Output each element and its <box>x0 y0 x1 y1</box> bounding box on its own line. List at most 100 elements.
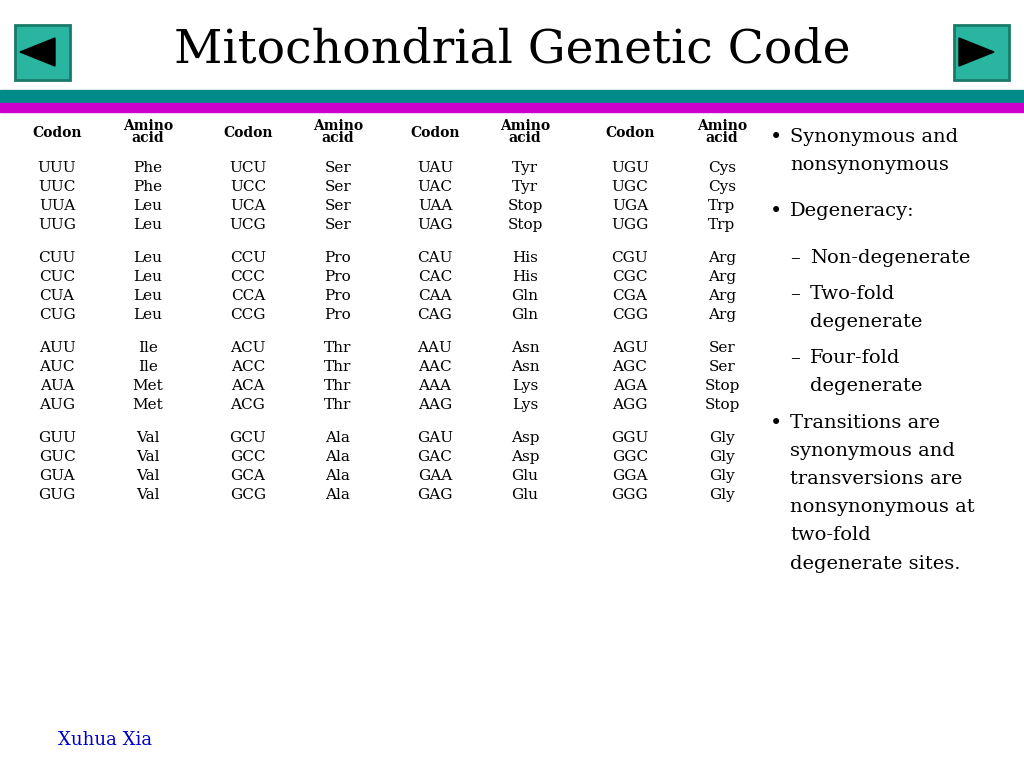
Text: GCA: GCA <box>230 469 265 483</box>
Text: Ser: Ser <box>325 218 351 232</box>
Text: Pro: Pro <box>325 308 351 322</box>
Text: UCA: UCA <box>230 199 266 213</box>
Text: UAU: UAU <box>417 161 454 175</box>
Text: Met: Met <box>133 398 164 412</box>
Text: Codon: Codon <box>411 126 460 140</box>
Text: GGG: GGG <box>611 488 648 502</box>
Text: AUG: AUG <box>39 398 75 412</box>
Text: acid: acid <box>706 131 738 145</box>
Text: Codon: Codon <box>223 126 272 140</box>
Text: CAU: CAU <box>417 251 453 265</box>
Text: Arg: Arg <box>708 289 736 303</box>
Text: Arg: Arg <box>708 251 736 265</box>
Text: Stop: Stop <box>507 218 543 232</box>
Text: acid: acid <box>132 131 164 145</box>
Text: CGC: CGC <box>612 270 648 284</box>
Text: Leu: Leu <box>133 289 163 303</box>
Text: degenerate: degenerate <box>810 377 923 396</box>
Text: GAU: GAU <box>417 431 453 445</box>
Text: Gln: Gln <box>512 289 539 303</box>
Text: ACG: ACG <box>230 398 265 412</box>
Text: GAA: GAA <box>418 469 453 483</box>
Text: GCG: GCG <box>230 488 266 502</box>
Polygon shape <box>959 38 994 66</box>
Text: Cys: Cys <box>708 180 736 194</box>
Text: AUC: AUC <box>39 360 75 374</box>
Text: degenerate sites.: degenerate sites. <box>790 554 961 572</box>
Text: AGG: AGG <box>612 398 648 412</box>
Text: Cys: Cys <box>708 161 736 175</box>
Text: Synonymous and: Synonymous and <box>790 128 958 146</box>
Text: GAC: GAC <box>418 450 453 464</box>
Text: GGC: GGC <box>612 450 648 464</box>
Text: ACC: ACC <box>230 360 265 374</box>
Text: –: – <box>790 349 800 367</box>
Text: GUC: GUC <box>39 450 76 464</box>
Text: Ile: Ile <box>138 360 158 374</box>
Text: Asn: Asn <box>511 360 540 374</box>
Text: CCC: CCC <box>230 270 265 284</box>
Text: Leu: Leu <box>133 251 163 265</box>
Text: GAG: GAG <box>417 488 453 502</box>
Text: UUC: UUC <box>38 180 76 194</box>
Bar <box>0 103 1024 112</box>
Text: CCG: CCG <box>230 308 266 322</box>
Text: CCU: CCU <box>230 251 266 265</box>
Text: Phe: Phe <box>133 180 163 194</box>
Text: CCA: CCA <box>230 289 265 303</box>
Text: Gly: Gly <box>710 469 735 483</box>
Text: Val: Val <box>136 469 160 483</box>
Text: Ser: Ser <box>325 161 351 175</box>
Text: AAU: AAU <box>418 341 453 355</box>
Text: Trp: Trp <box>709 218 735 232</box>
Text: Leu: Leu <box>133 270 163 284</box>
Text: Phe: Phe <box>133 161 163 175</box>
Text: Asp: Asp <box>511 450 540 464</box>
Text: Glu: Glu <box>512 469 539 483</box>
Text: Two-fold: Two-fold <box>810 285 895 303</box>
Text: Arg: Arg <box>708 308 736 322</box>
Text: nonsynonymous at: nonsynonymous at <box>790 498 975 516</box>
Text: Val: Val <box>136 450 160 464</box>
Text: Ser: Ser <box>709 341 735 355</box>
Text: UUA: UUA <box>39 199 75 213</box>
Text: Ser: Ser <box>325 199 351 213</box>
Text: Thr: Thr <box>325 341 351 355</box>
Text: AGA: AGA <box>613 379 647 393</box>
Text: Degeneracy:: Degeneracy: <box>790 203 914 220</box>
Text: Transitions are: Transitions are <box>790 413 940 432</box>
Text: CAG: CAG <box>418 308 453 322</box>
Text: His: His <box>512 251 538 265</box>
Text: Amino: Amino <box>123 119 173 133</box>
Text: AGU: AGU <box>612 341 648 355</box>
Text: Pro: Pro <box>325 289 351 303</box>
Bar <box>0 90 1024 103</box>
Text: synonymous and: synonymous and <box>790 442 954 460</box>
Text: UCC: UCC <box>230 180 266 194</box>
Text: CUC: CUC <box>39 270 75 284</box>
Text: GCU: GCU <box>229 431 266 445</box>
Text: UAA: UAA <box>418 199 453 213</box>
Text: acid: acid <box>322 131 354 145</box>
Text: Gly: Gly <box>710 488 735 502</box>
Text: CGU: CGU <box>611 251 648 265</box>
Text: CAA: CAA <box>418 289 452 303</box>
Text: Tyr: Tyr <box>512 180 538 194</box>
Text: Stop: Stop <box>507 199 543 213</box>
Text: Pro: Pro <box>325 270 351 284</box>
Text: nonsynonymous: nonsynonymous <box>790 156 949 174</box>
Text: Lys: Lys <box>512 379 539 393</box>
Text: CGG: CGG <box>612 308 648 322</box>
Text: acid: acid <box>509 131 542 145</box>
Text: Thr: Thr <box>325 360 351 374</box>
Text: Mitochondrial Genetic Code: Mitochondrial Genetic Code <box>174 28 850 73</box>
Text: Gln: Gln <box>512 308 539 322</box>
Bar <box>954 25 1009 80</box>
Text: Amino: Amino <box>313 119 364 133</box>
Text: Non-degenerate: Non-degenerate <box>810 249 971 266</box>
Polygon shape <box>20 38 55 66</box>
Text: GUA: GUA <box>39 469 75 483</box>
Text: transversions are: transversions are <box>790 470 963 488</box>
Text: Four-fold: Four-fold <box>810 349 900 367</box>
Text: Gly: Gly <box>710 431 735 445</box>
